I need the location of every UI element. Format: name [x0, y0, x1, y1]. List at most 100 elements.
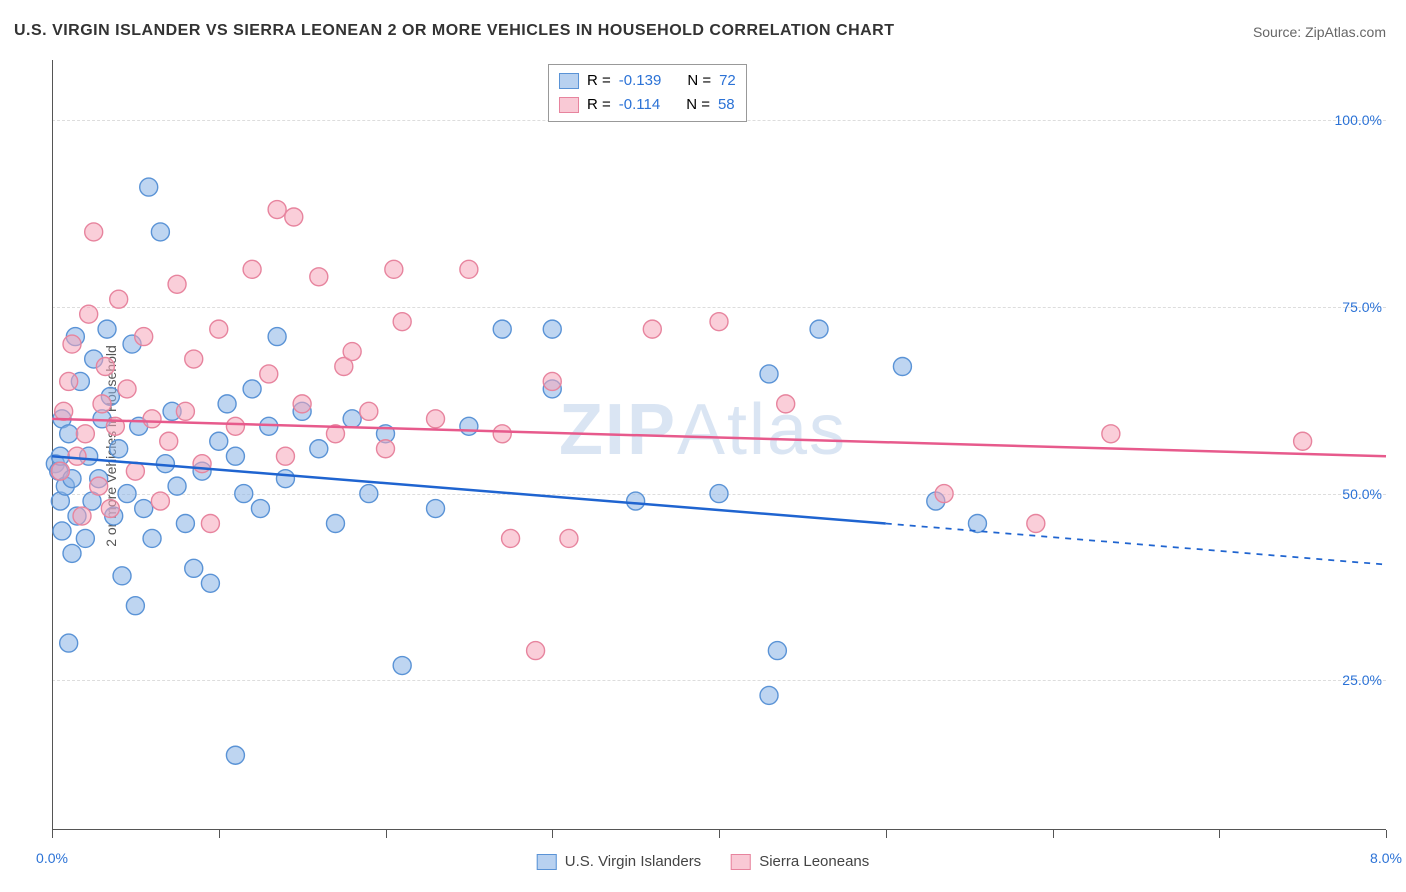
x-tick — [719, 830, 720, 838]
scatter-point — [140, 178, 158, 196]
scatter-point — [226, 746, 244, 764]
scatter-point — [310, 440, 328, 458]
stats-n-label: N = — [686, 93, 710, 117]
scatter-point — [55, 402, 73, 420]
x-tick — [386, 830, 387, 838]
scatter-point — [293, 395, 311, 413]
legend: U.S. Virgin Islanders Sierra Leoneans — [537, 853, 870, 870]
scatter-point — [810, 320, 828, 338]
scatter-point — [96, 358, 114, 376]
scatter-point — [176, 402, 194, 420]
scatter-point — [393, 313, 411, 331]
legend-label-1: Sierra Leoneans — [759, 853, 869, 870]
stats-n-label: N = — [687, 69, 711, 93]
legend-label-0: U.S. Virgin Islanders — [565, 853, 701, 870]
scatter-point — [151, 223, 169, 241]
stats-row-1: R = -0.114 N = 58 — [559, 93, 736, 117]
scatter-point — [118, 485, 136, 503]
scatter-point — [1294, 432, 1312, 450]
scatter-point — [101, 500, 119, 518]
scatter-point — [126, 597, 144, 615]
scatter-point — [201, 574, 219, 592]
scatter-point — [60, 425, 78, 443]
scatter-point — [126, 462, 144, 480]
scatter-point — [80, 305, 98, 323]
scatter-point — [168, 275, 186, 293]
scatter-point — [51, 462, 69, 480]
scatter-point — [285, 208, 303, 226]
x-tick — [552, 830, 553, 838]
scatter-point — [210, 432, 228, 450]
scatter-point — [68, 447, 86, 465]
scatter-point — [502, 529, 520, 547]
legend-swatch-1 — [731, 854, 751, 870]
scatter-point — [201, 514, 219, 532]
scatter-point — [385, 260, 403, 278]
scatter-point — [276, 470, 294, 488]
source-label: Source: ZipAtlas.com — [1253, 24, 1386, 40]
scatter-point — [93, 395, 111, 413]
scatter-point — [143, 529, 161, 547]
x-tick-label: 0.0% — [36, 850, 68, 866]
scatter-point — [226, 417, 244, 435]
scatter-point — [98, 320, 116, 338]
scatter-point — [560, 529, 578, 547]
scatter-point — [1102, 425, 1120, 443]
stats-swatch-0 — [559, 73, 579, 89]
trend-line-extrapolated — [886, 523, 1386, 564]
scatter-point — [643, 320, 661, 338]
scatter-point — [235, 485, 253, 503]
scatter-point — [527, 642, 545, 660]
scatter-point — [543, 372, 561, 390]
scatter-point — [893, 358, 911, 376]
scatter-point — [268, 201, 286, 219]
chart-title: U.S. VIRGIN ISLANDER VS SIERRA LEONEAN 2… — [14, 22, 895, 40]
scatter-point — [777, 395, 795, 413]
scatter-point — [543, 320, 561, 338]
stats-r-label: R = — [587, 69, 611, 93]
scatter-point — [935, 485, 953, 503]
scatter-point — [393, 657, 411, 675]
scatter-point — [493, 425, 511, 443]
scatter-point — [135, 500, 153, 518]
scatter-point — [493, 320, 511, 338]
x-tick — [1053, 830, 1054, 838]
scatter-point — [168, 477, 186, 495]
scatter-point — [76, 425, 94, 443]
scatter-point — [60, 634, 78, 652]
legend-swatch-0 — [537, 854, 557, 870]
scatter-point — [76, 529, 94, 547]
scatter-point — [85, 223, 103, 241]
scatter-point — [1027, 514, 1045, 532]
scatter-point — [143, 410, 161, 428]
stats-r-0: -0.139 — [619, 69, 662, 93]
scatter-point — [760, 686, 778, 704]
stats-n-0: 72 — [719, 69, 736, 93]
stats-swatch-1 — [559, 97, 579, 113]
stats-row-0: R = -0.139 N = 72 — [559, 69, 736, 93]
scatter-point — [113, 567, 131, 585]
scatter-point — [176, 514, 194, 532]
scatter-point — [110, 290, 128, 308]
scatter-point — [460, 417, 478, 435]
stats-r-label: R = — [587, 93, 611, 117]
scatter-point — [251, 500, 269, 518]
scatter-point — [243, 380, 261, 398]
scatter-point — [185, 350, 203, 368]
scatter-point — [110, 440, 128, 458]
scatter-point — [768, 642, 786, 660]
scatter-point — [243, 260, 261, 278]
scatter-point — [73, 507, 91, 525]
scatter-point — [627, 492, 645, 510]
scatter-point — [118, 380, 136, 398]
legend-item-1: Sierra Leoneans — [731, 853, 869, 870]
scatter-point — [710, 313, 728, 331]
scatter-point — [460, 260, 478, 278]
x-tick-label: 8.0% — [1370, 850, 1402, 866]
scatter-point — [427, 410, 445, 428]
scatter-point — [63, 335, 81, 353]
scatter-point — [218, 395, 236, 413]
x-tick — [886, 830, 887, 838]
scatter-point — [343, 343, 361, 361]
scatter-point — [210, 320, 228, 338]
